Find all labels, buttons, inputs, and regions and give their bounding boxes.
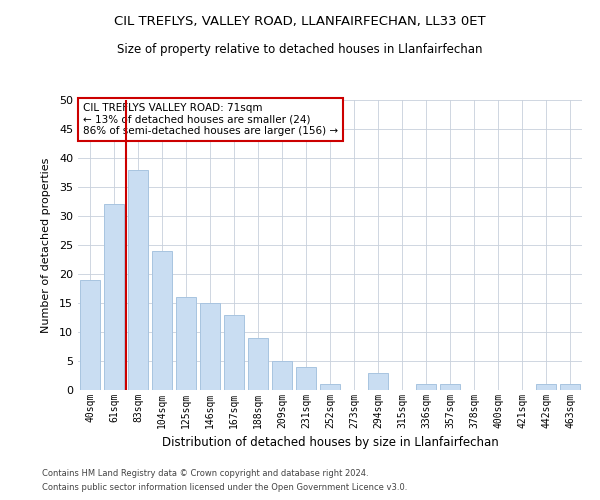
Text: Contains HM Land Registry data © Crown copyright and database right 2024.: Contains HM Land Registry data © Crown c… [42,468,368,477]
Bar [224,314,244,390]
Bar [248,338,268,390]
Text: Size of property relative to detached houses in Llanfairfechan: Size of property relative to detached ho… [117,42,483,56]
Text: Contains public sector information licensed under the Open Government Licence v3: Contains public sector information licen… [42,484,407,492]
Bar [200,303,220,390]
Bar [272,361,292,390]
Bar [320,384,340,390]
Bar [104,204,124,390]
Bar [296,367,316,390]
Y-axis label: Number of detached properties: Number of detached properties [41,158,50,332]
Bar [560,384,580,390]
Bar [176,297,196,390]
Bar [416,384,436,390]
Bar [152,251,172,390]
Text: CIL TREFLYS, VALLEY ROAD, LLANFAIRFECHAN, LL33 0ET: CIL TREFLYS, VALLEY ROAD, LLANFAIRFECHAN… [114,15,486,28]
Bar [440,384,460,390]
Bar [128,170,148,390]
X-axis label: Distribution of detached houses by size in Llanfairfechan: Distribution of detached houses by size … [161,436,499,450]
Bar [536,384,556,390]
Bar [368,372,388,390]
Text: CIL TREFLYS VALLEY ROAD: 71sqm
← 13% of detached houses are smaller (24)
86% of : CIL TREFLYS VALLEY ROAD: 71sqm ← 13% of … [83,103,338,136]
Bar [80,280,100,390]
